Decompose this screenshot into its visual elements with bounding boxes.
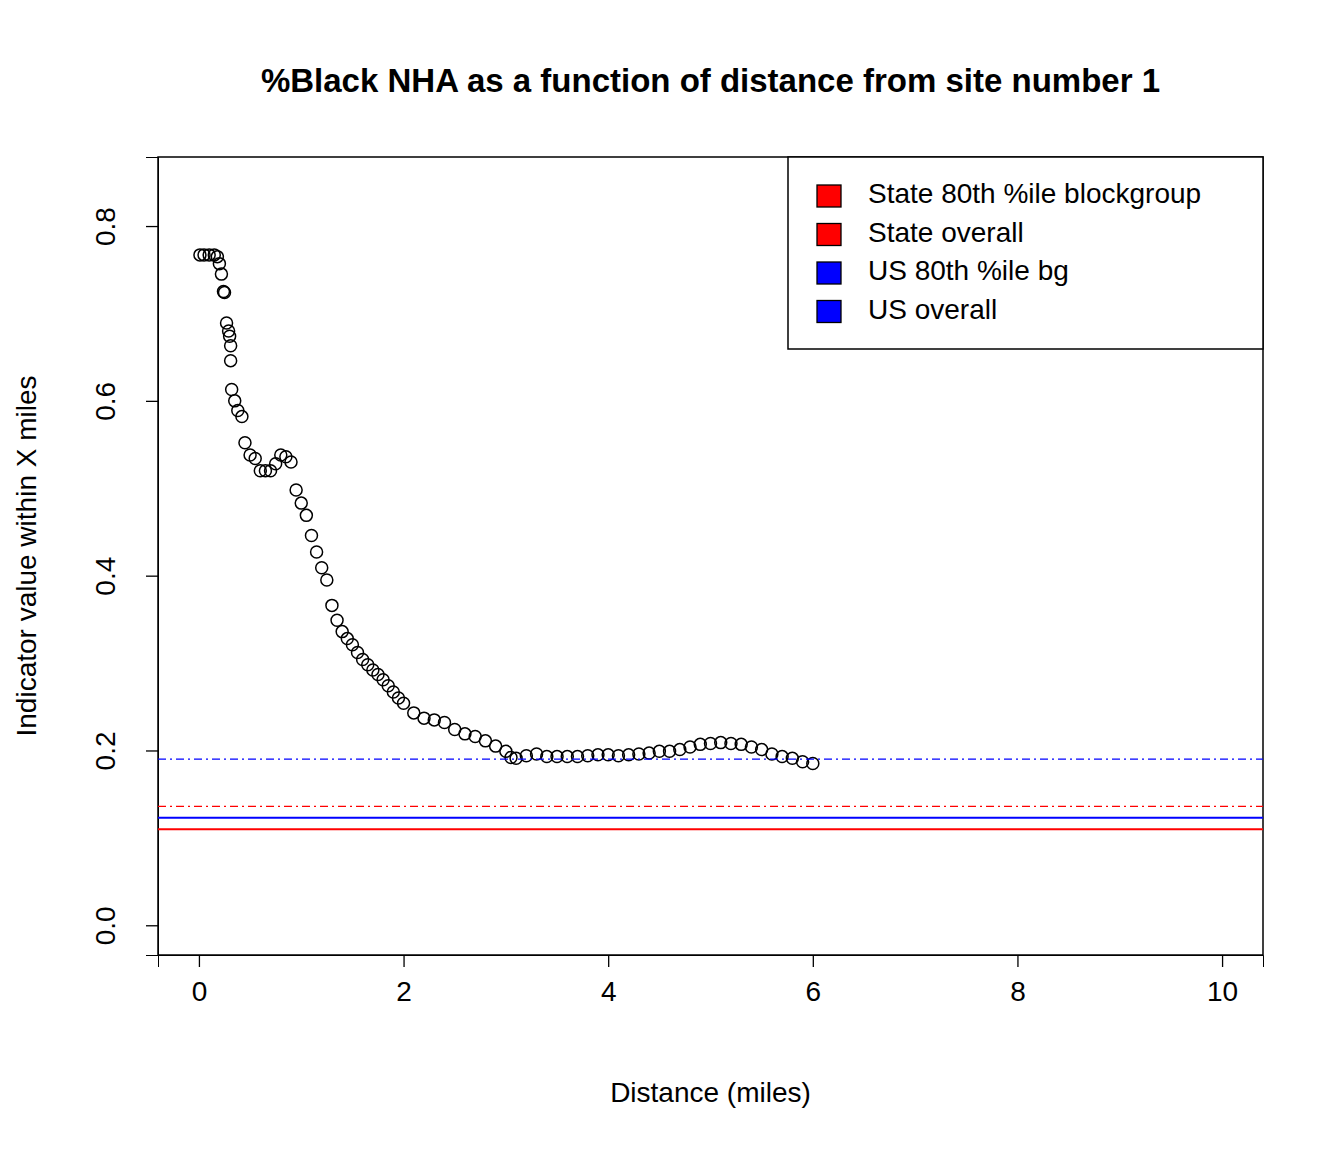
legend-swatch xyxy=(817,301,841,323)
reference-line xyxy=(158,828,1263,830)
legend-label: US 80th %ile bg xyxy=(868,255,1069,286)
legend-label: US overall xyxy=(868,294,997,325)
scatter-point xyxy=(226,383,238,395)
scatter-point xyxy=(331,614,343,626)
scatter-point xyxy=(219,286,231,298)
legend: State 80th %ile blockgroup State overall U… xyxy=(788,157,1263,349)
scatter-point xyxy=(215,268,227,280)
y-axis-title: Indicator value within X miles xyxy=(11,375,42,736)
legend-box xyxy=(788,157,1263,349)
x-axis-title: Distance (miles) xyxy=(610,1077,811,1108)
chart: %Black NHA as a function of distance fro… xyxy=(0,0,1344,1152)
y-tick: 0.6 xyxy=(90,382,158,421)
legend-swatch xyxy=(817,262,841,284)
x-tick: 8 xyxy=(1010,955,1026,1007)
x-tick: 6 xyxy=(806,955,822,1007)
x-tick-mark xyxy=(1017,955,1018,967)
scatter-point xyxy=(295,497,307,509)
scatter-point xyxy=(221,317,233,329)
x-tick: 4 xyxy=(601,955,617,1007)
y-tick-mark xyxy=(146,925,158,926)
scatter-point xyxy=(300,509,312,521)
x-tick-mark xyxy=(1222,955,1223,967)
x-tick-label: 0 xyxy=(192,976,208,1007)
legend-label: State overall xyxy=(868,217,1024,248)
reference-line xyxy=(158,759,1263,760)
x-tick-label: 10 xyxy=(1207,976,1238,1007)
x-tick-mark xyxy=(813,955,814,967)
x-tick: 0 xyxy=(192,955,208,1007)
scatter-point xyxy=(285,456,297,468)
scatter-point xyxy=(249,453,261,465)
reference-line xyxy=(158,806,1263,807)
scatter-point xyxy=(225,340,237,352)
x-axis-line xyxy=(159,956,1264,968)
scatter-point xyxy=(211,251,223,263)
scatter-point xyxy=(316,562,328,574)
scatter-point xyxy=(225,355,237,367)
scatter-point xyxy=(321,574,333,586)
y-tick: 0.4 xyxy=(90,557,158,596)
scatter-point xyxy=(236,411,248,423)
scatter-series xyxy=(194,249,819,770)
y-tick: 0.8 xyxy=(90,207,158,246)
y-tick-mark xyxy=(146,226,158,227)
plot-frame xyxy=(158,157,1263,955)
y-tick-mark xyxy=(146,401,158,402)
reference-line xyxy=(158,817,1263,819)
x-tick: 10 xyxy=(1207,955,1238,1007)
x-axis: 0 2 4 6 8 10 xyxy=(159,955,1264,1007)
scatter-point xyxy=(290,484,302,496)
x-tick-label: 8 xyxy=(1010,976,1026,1007)
y-axis: 0.0 0.2 0.4 0.6 0.8 xyxy=(90,158,158,956)
x-tick-mark xyxy=(199,955,200,967)
scatter-point xyxy=(239,437,251,449)
x-tick-label: 6 xyxy=(806,976,822,1007)
x-tick-label: 4 xyxy=(601,976,617,1007)
y-tick-label: 0.0 xyxy=(90,906,121,945)
y-tick: 0.2 xyxy=(90,732,158,771)
x-tick: 2 xyxy=(396,955,412,1007)
x-tick-mark xyxy=(608,955,609,967)
y-tick-label: 0.6 xyxy=(90,382,121,421)
legend-label: State 80th %ile blockgroup xyxy=(868,178,1201,209)
scatter-point xyxy=(305,529,317,541)
y-tick-mark xyxy=(146,750,158,751)
scatter-point xyxy=(311,546,323,558)
y-tick-label: 0.8 xyxy=(90,207,121,246)
y-tick-mark xyxy=(146,576,158,577)
y-tick-label: 0.4 xyxy=(90,557,121,596)
x-tick-mark xyxy=(403,955,404,967)
scatter-point xyxy=(326,599,338,611)
y-axis-line xyxy=(146,158,159,956)
legend-swatch xyxy=(817,224,841,246)
x-tick-label: 2 xyxy=(396,976,412,1007)
y-tick-label: 0.2 xyxy=(90,732,121,771)
y-tick: 0.0 xyxy=(90,906,158,945)
legend-swatch xyxy=(817,185,841,207)
chart-title: %Black NHA as a function of distance fro… xyxy=(261,62,1160,99)
scatter-point xyxy=(398,697,410,709)
